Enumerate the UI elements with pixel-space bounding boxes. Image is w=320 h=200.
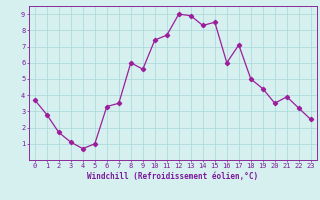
X-axis label: Windchill (Refroidissement éolien,°C): Windchill (Refroidissement éolien,°C) <box>87 172 258 181</box>
